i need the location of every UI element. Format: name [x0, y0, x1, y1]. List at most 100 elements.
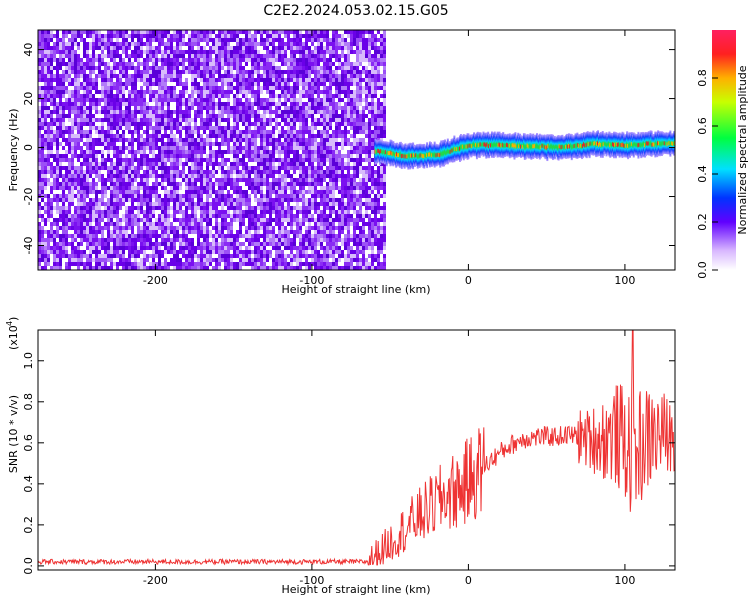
noise-cell [218, 34, 221, 39]
noise-cell [206, 90, 209, 94]
noise-cell [176, 230, 179, 236]
noise-cell [224, 90, 227, 95]
noise-cell [41, 178, 44, 184]
noise-cell [281, 110, 284, 114]
noise-cell [239, 266, 242, 270]
noise-cell [245, 266, 248, 270]
noise-cell [41, 94, 44, 100]
noise-cell [218, 62, 221, 68]
noise-cell [71, 126, 74, 130]
noise-cell [38, 238, 41, 243]
noise-cell [206, 142, 209, 149]
noise-cell [47, 214, 50, 218]
noise-cell [41, 106, 44, 112]
noise-cell [146, 114, 149, 119]
noise-cell [143, 266, 146, 270]
noise-cell [227, 170, 230, 174]
noise-cell [206, 190, 209, 194]
noise-cell [146, 206, 149, 211]
noise-cell [95, 122, 98, 126]
noise-cell [110, 34, 113, 40]
noise-cell [221, 158, 224, 165]
noise-cell [113, 82, 116, 88]
noise-cell [44, 94, 47, 98]
noise-cell [179, 114, 182, 120]
noise-cell [62, 210, 65, 217]
noise-cell [38, 158, 41, 163]
noise-cell [206, 58, 209, 63]
noise-cell [101, 102, 104, 109]
noise-cell [167, 142, 170, 146]
noise-cell [269, 106, 272, 111]
noise-cell [74, 70, 77, 76]
noise-cell [71, 58, 74, 63]
noise-cell [125, 146, 128, 152]
noise-cell [101, 62, 104, 67]
noise-cell [242, 78, 245, 85]
noise-cell [47, 226, 50, 232]
noise-cell [80, 138, 83, 142]
noise-cell [209, 142, 212, 146]
noise-cell [38, 122, 41, 126]
noise-cell [260, 146, 263, 150]
noise-cell [179, 126, 182, 130]
noise-cell [284, 146, 287, 151]
noise-cell [155, 94, 158, 98]
noise-cell [221, 30, 224, 34]
noise-cell [206, 194, 209, 199]
noise-cell [221, 234, 224, 241]
noise-cell [38, 70, 41, 76]
noise-cell [191, 174, 194, 178]
noise-cell [68, 226, 71, 230]
noise-cell [248, 202, 251, 209]
noise-cell [38, 218, 41, 224]
noise-cell [266, 246, 269, 253]
noise-cell [215, 102, 218, 109]
noise-cell [269, 34, 272, 39]
noise-cell [245, 142, 248, 148]
noise-cell [191, 222, 194, 229]
noise-cell [65, 154, 68, 161]
noise-cell [158, 46, 161, 50]
noise-cell [197, 130, 200, 135]
noise-cell [41, 214, 44, 220]
noise-cell [224, 250, 227, 257]
noise-cell [74, 162, 77, 168]
noise-cell [83, 70, 86, 76]
noise-cell [161, 202, 164, 209]
noise-cell [56, 102, 59, 109]
noise-cell [137, 266, 140, 270]
noise-cell [140, 110, 143, 116]
noise-cell [131, 202, 134, 208]
noise-cell [74, 174, 77, 178]
noise-cell [116, 234, 119, 239]
noise-cell [230, 250, 233, 254]
noise-cell [260, 182, 263, 186]
noise-cell [74, 94, 77, 99]
noise-cell [59, 90, 62, 96]
noise-cell [245, 82, 248, 87]
noise-cell [74, 62, 77, 67]
noise-cell [140, 134, 143, 139]
noise-cell [98, 242, 101, 249]
noise-cell [248, 166, 251, 170]
noise-cell [203, 158, 206, 162]
noise-cell [122, 90, 125, 95]
noise-cell [146, 90, 149, 95]
noise-cell [221, 182, 224, 188]
noise-cell [71, 246, 74, 252]
noise-cell [221, 214, 224, 221]
noise-cell [281, 30, 284, 34]
noise-cell [83, 206, 86, 210]
noise-cell [215, 158, 218, 162]
noise-cell [215, 98, 218, 104]
noise-cell [185, 146, 188, 150]
noise-cell [176, 82, 179, 87]
noise-cell [182, 202, 185, 206]
noise-cell [101, 174, 104, 181]
noise-cell [272, 206, 275, 211]
noise-cell [68, 134, 71, 138]
noise-cell [86, 174, 89, 180]
noise-cell [278, 206, 281, 213]
noise-cell [209, 146, 212, 153]
